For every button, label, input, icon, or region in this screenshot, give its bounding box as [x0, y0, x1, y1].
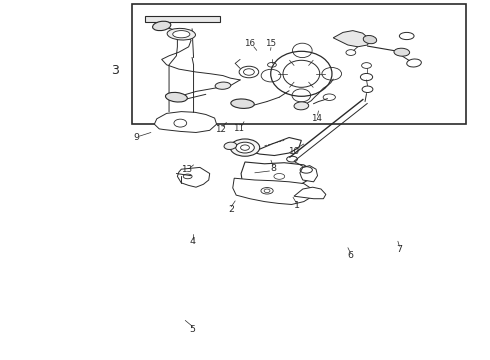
Polygon shape: [300, 166, 318, 182]
Text: 10: 10: [289, 147, 299, 156]
Text: 1: 1: [294, 202, 299, 210]
Ellipse shape: [167, 28, 196, 40]
Polygon shape: [154, 112, 217, 132]
Text: 16: 16: [245, 40, 255, 49]
Bar: [132, 4, 466, 124]
Text: 13: 13: [181, 166, 192, 175]
Text: 11: 11: [233, 125, 244, 134]
Polygon shape: [145, 16, 220, 22]
Text: 14: 14: [311, 114, 321, 122]
Polygon shape: [294, 187, 326, 199]
Text: 8: 8: [270, 164, 276, 173]
Text: 7: 7: [396, 245, 402, 253]
Text: 9: 9: [133, 133, 139, 142]
Text: 6: 6: [347, 251, 353, 260]
Polygon shape: [252, 138, 301, 156]
Ellipse shape: [363, 36, 377, 44]
Ellipse shape: [166, 93, 187, 102]
Ellipse shape: [394, 48, 410, 56]
Ellipse shape: [172, 31, 190, 38]
Text: 5: 5: [190, 325, 196, 334]
Text: 4: 4: [190, 238, 196, 247]
Polygon shape: [241, 162, 314, 191]
Text: 2: 2: [228, 205, 234, 214]
Polygon shape: [333, 31, 370, 47]
Ellipse shape: [236, 142, 254, 153]
Text: 12: 12: [215, 125, 226, 134]
Text: 15: 15: [266, 40, 276, 49]
Ellipse shape: [224, 142, 237, 149]
Ellipse shape: [152, 21, 171, 31]
Ellipse shape: [294, 102, 309, 110]
Ellipse shape: [231, 99, 254, 108]
Ellipse shape: [215, 82, 231, 89]
Text: 3: 3: [111, 64, 119, 77]
Ellipse shape: [230, 139, 260, 156]
Polygon shape: [233, 178, 314, 204]
Polygon shape: [177, 167, 210, 187]
